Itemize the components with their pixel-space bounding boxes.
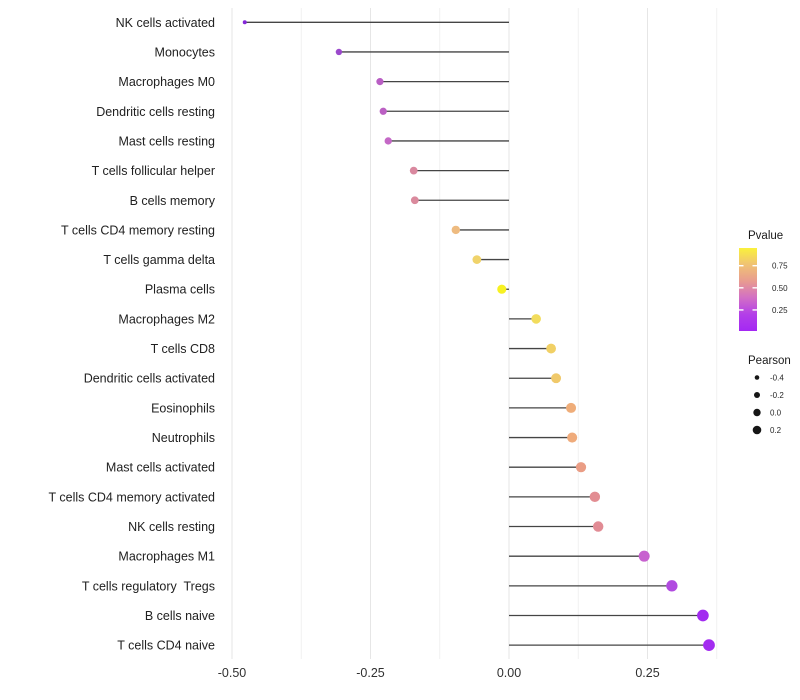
lollipop-row: T cells CD4 naive [117,639,715,653]
size-key-dot [754,392,760,398]
lollipop-row: Monocytes [155,45,509,59]
lollipop-rows: NK cells activated Monocytes Macrophages M… [49,16,715,653]
lollipop-row: Macrophages M0 [118,75,509,89]
row-label: T cells CD8 [151,342,215,356]
data-point [697,609,709,622]
data-point [376,78,384,86]
size-key-label: 0.0 [770,409,782,418]
row-label: Macrophages M1 [118,550,215,564]
colorbar-tick-label: 0.25 [772,306,788,315]
row-label: T cells CD4 naive [117,639,215,653]
grid-lines [231,8,718,659]
row-label: B cells naive [145,609,215,623]
lollipop-row: NK cells activated [116,16,509,30]
data-point [567,432,578,443]
row-label: Dendritic cells activated [84,372,215,386]
row-label: Mast cells resting [118,134,215,148]
row-label: T cells CD4 memory resting [61,223,215,237]
lollipop-row: Mast cells activated [106,461,587,475]
x-axis-tick-labels: -0.50 -0.25 0.00 0.25 [218,666,660,680]
row-label: T cells CD4 memory activated [49,490,216,504]
row-label: Macrophages M0 [118,75,215,89]
pvalue-colorbar-ticks: 0.75 0.50 0.25 [739,262,788,315]
x-tick-label: 0.25 [635,666,659,680]
size-key-label: 0.2 [770,426,782,435]
row-label: B cells memory [130,194,216,208]
legend: Pvalue 0.75 0.50 0.25 Pearson -0.4 -0.2 0.0 0… [739,230,791,435]
row-label: Mast cells activated [106,461,215,475]
data-point [531,314,541,324]
pearson-size-keys: -0.4 -0.2 0.0 0.2 [752,374,784,435]
lollipop-row: T cells CD4 memory activated [49,490,601,504]
data-point [703,639,715,652]
size-key-dot [753,408,761,417]
data-point [472,255,482,264]
data-point [410,196,419,205]
lollipop-row: B cells memory [130,194,509,208]
data-point [497,284,507,294]
lollipop-row: Plasma cells [145,283,509,297]
size-key-dot [754,375,760,380]
lollipop-row: T cells follicular helper [92,164,509,178]
data-point [242,20,247,25]
size-key-dot [752,425,762,435]
row-label: Eosinophils [151,401,215,415]
data-point [666,580,678,592]
row-label: Plasma cells [145,283,215,297]
row-label: Macrophages M2 [118,312,215,326]
lollipop-row: T cells CD8 [151,342,557,356]
data-point [589,491,601,503]
data-point [638,550,650,562]
row-label: Dendritic cells resting [96,105,215,119]
row-label: T cells gamma delta [103,253,215,267]
lollipop-row: Dendritic cells resting [96,105,509,119]
lollipop-row: B cells naive [145,609,709,623]
data-point [566,402,577,413]
lollipop-row: Neutrophils [152,431,578,445]
row-label: T cells regulatory Tregs [82,579,215,593]
data-point [592,521,604,532]
row-label: T cells follicular helper [92,164,215,178]
data-point [575,462,587,473]
data-point [451,225,461,235]
x-tick-label: 0.00 [497,666,521,680]
colorbar-tick-label: 0.50 [772,284,788,293]
row-label: NK cells resting [128,520,215,534]
colorbar-tick-label: 0.75 [772,262,788,271]
row-label: Monocytes [155,45,215,59]
lollipop-row: NK cells resting [128,520,604,534]
lollipop-row: T cells gamma delta [103,253,509,267]
x-tick-label: -0.50 [218,666,247,680]
lollipop-row: T cells CD4 memory resting [61,223,509,237]
size-key-label: -0.4 [770,374,784,383]
lollipop-row: Macrophages M1 [118,550,650,564]
lollipop-row: Dendritic cells activated [84,372,562,386]
pvalue-colorbar [739,248,757,331]
lollipop-row: Macrophages M2 [118,312,541,326]
lollipop-row: Eosinophils [151,401,577,415]
pvalue-legend-title: Pvalue [748,230,783,242]
data-point [546,343,557,354]
row-label: NK cells activated [116,16,215,30]
data-point [409,166,418,175]
data-point [379,107,387,115]
x-tick-label: -0.25 [356,666,385,680]
row-label: Neutrophils [152,431,215,445]
data-point [335,48,343,56]
size-key-label: -0.2 [770,391,784,400]
data-point [551,373,562,384]
lollipop-row: Mast cells resting [118,134,509,148]
pearson-legend-title: Pearson [748,355,791,367]
lollipop-row: T cells regulatory Tregs [82,579,678,593]
data-point [384,137,392,145]
